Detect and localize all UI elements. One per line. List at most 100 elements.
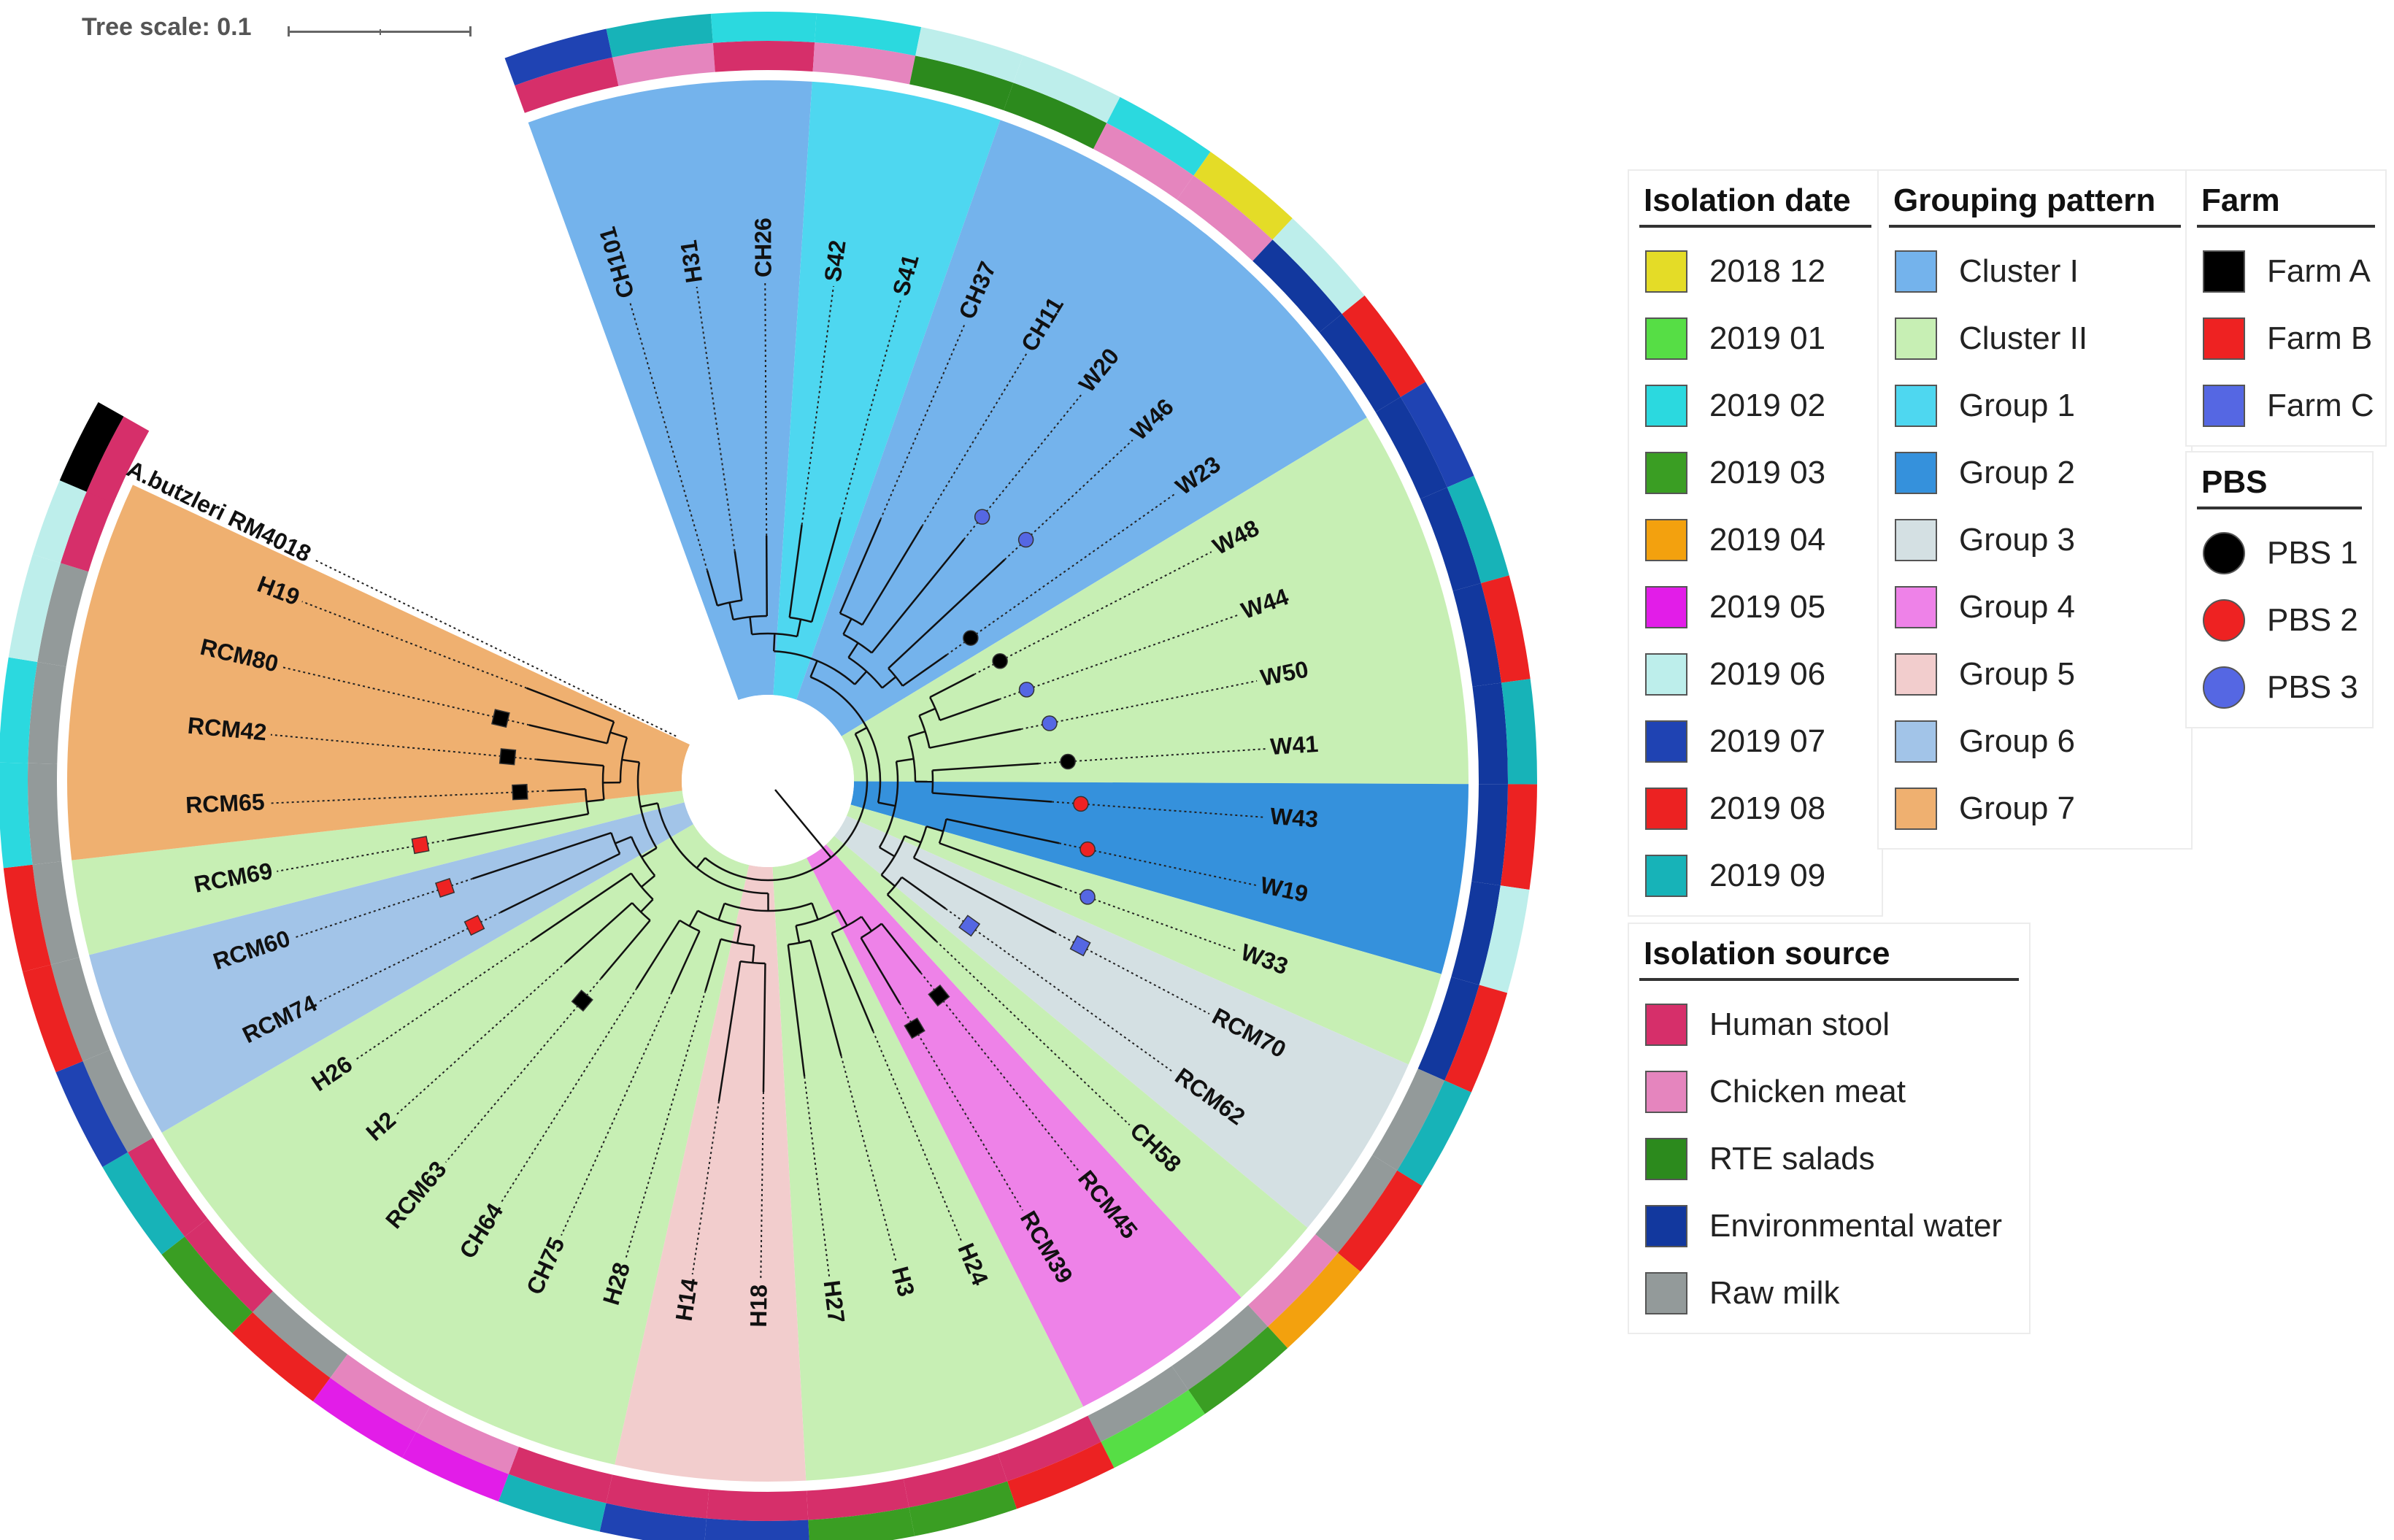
legend-swatch bbox=[1645, 1004, 1687, 1046]
leaf-connector bbox=[1004, 439, 1134, 561]
tree-arc bbox=[724, 902, 812, 912]
source-ring-cell bbox=[712, 40, 815, 72]
tree-arc bbox=[630, 836, 656, 877]
tree-branch bbox=[939, 698, 1000, 721]
tree-branch bbox=[939, 842, 1061, 888]
legend-label: Cluster II bbox=[1959, 320, 2088, 356]
legend-label: 2019 01 bbox=[1709, 320, 1826, 356]
legend-swatch bbox=[1645, 1272, 1687, 1314]
legend-label: RTE salads bbox=[1709, 1141, 1875, 1177]
legend-label: PBS 1 bbox=[2267, 535, 2358, 571]
tree-branch bbox=[640, 874, 655, 888]
tree-branch bbox=[888, 558, 1006, 669]
leaf-label: CH26 bbox=[750, 217, 776, 277]
tree-branch bbox=[472, 831, 612, 880]
legend-item: 2019 01 bbox=[1639, 305, 1871, 372]
source-ring-cell bbox=[82, 1050, 153, 1152]
tree-branch bbox=[809, 660, 818, 678]
tree-branch bbox=[717, 960, 742, 1102]
tree-branch bbox=[688, 910, 699, 927]
tree-branch bbox=[811, 902, 819, 920]
legend-label: 2019 07 bbox=[1709, 723, 1826, 759]
legend-label: Farm C bbox=[2267, 388, 2374, 423]
farm-marker bbox=[499, 748, 517, 766]
legend-item: Human stool bbox=[1639, 991, 2019, 1058]
farm-marker bbox=[904, 1017, 925, 1039]
leaf-connector bbox=[561, 992, 673, 1236]
legend-label: Group 1 bbox=[1959, 388, 2075, 423]
tree-arc bbox=[860, 923, 882, 939]
group-sector bbox=[834, 815, 1409, 1228]
tree-branch bbox=[640, 802, 658, 808]
date-ring-cell bbox=[55, 1060, 128, 1167]
date-ring-cell bbox=[1444, 985, 1508, 1093]
leaf-connector bbox=[281, 666, 530, 726]
legend-label: PBS 3 bbox=[2267, 669, 2358, 705]
date-ring-cell bbox=[606, 13, 713, 58]
legend-grouping-pattern: Grouping pattern Cluster I Cluster II Grou… bbox=[1877, 169, 2193, 850]
date-ring-cell bbox=[402, 1432, 509, 1502]
group-sector bbox=[528, 80, 812, 701]
leaf-connector bbox=[920, 972, 1080, 1172]
legend-item: Group 3 bbox=[1889, 507, 2181, 574]
date-ring-cell bbox=[1397, 1080, 1471, 1186]
group-sector bbox=[850, 781, 1469, 974]
legend-item: Group 5 bbox=[1889, 641, 2181, 708]
tree-branch bbox=[861, 916, 873, 932]
legend-item: 2019 04 bbox=[1639, 507, 1871, 574]
legend-label: Raw milk bbox=[1709, 1275, 1840, 1311]
legend-label: Group 5 bbox=[1959, 656, 2075, 692]
tree-branch bbox=[765, 535, 769, 617]
tree-branch bbox=[795, 925, 801, 944]
tree-branch bbox=[879, 846, 896, 858]
legend-swatch bbox=[2203, 385, 2245, 427]
source-ring-cell bbox=[1451, 881, 1501, 985]
tree-branch bbox=[449, 813, 589, 841]
tree-branch bbox=[847, 642, 859, 658]
leaf-connector bbox=[301, 601, 528, 689]
legend-swatch bbox=[1895, 519, 1937, 561]
farm-marker bbox=[928, 984, 950, 1007]
date-ring-cell bbox=[504, 28, 613, 86]
date-ring-cell bbox=[704, 1518, 809, 1540]
source-ring-cell bbox=[606, 1474, 709, 1519]
source-ring-cell bbox=[1375, 396, 1447, 499]
date-ring-cell bbox=[102, 1152, 185, 1255]
legend-swatch bbox=[1645, 788, 1687, 830]
legend-title: Farm bbox=[2197, 178, 2375, 228]
tree-branch bbox=[881, 676, 897, 689]
source-ring-cell bbox=[1088, 1366, 1189, 1442]
source-ring-cell bbox=[515, 57, 619, 113]
legend-label: 2019 03 bbox=[1709, 455, 1826, 490]
tree-branch bbox=[531, 872, 632, 942]
legend-item: 2019 06 bbox=[1639, 641, 1871, 708]
tree-arc bbox=[697, 909, 741, 927]
date-ring-cell bbox=[498, 1474, 607, 1532]
legend-label: Chicken meat bbox=[1709, 1074, 1906, 1109]
tree-scale-bar bbox=[288, 26, 472, 36]
legend-label: 2019 09 bbox=[1709, 858, 1826, 893]
legend-swatch bbox=[1895, 586, 1937, 628]
legend-swatch bbox=[1895, 317, 1937, 360]
legend-swatch bbox=[2203, 599, 2245, 642]
tree-branch bbox=[871, 539, 965, 654]
tree-branch bbox=[706, 570, 719, 607]
source-ring-cell bbox=[1315, 1155, 1398, 1253]
tree-branch bbox=[886, 893, 937, 942]
tree-arc bbox=[740, 960, 766, 965]
tree-branch bbox=[925, 825, 944, 833]
legend-label: Group 3 bbox=[1959, 522, 2075, 558]
leaf-connector bbox=[691, 1101, 720, 1275]
leaf-connector bbox=[1039, 748, 1266, 765]
leaf-connector bbox=[1054, 931, 1210, 1015]
date-ring-cell bbox=[8, 554, 61, 663]
pbs-marker bbox=[1060, 753, 1076, 770]
legend-swatch bbox=[2203, 532, 2245, 574]
leaf-connector bbox=[840, 1055, 898, 1264]
legend-label: 2019 05 bbox=[1709, 589, 1826, 625]
tree-branch bbox=[728, 602, 734, 620]
source-ring-cell bbox=[1248, 1234, 1339, 1327]
tree-arc bbox=[878, 761, 899, 848]
source-ring-cell bbox=[1420, 487, 1482, 591]
